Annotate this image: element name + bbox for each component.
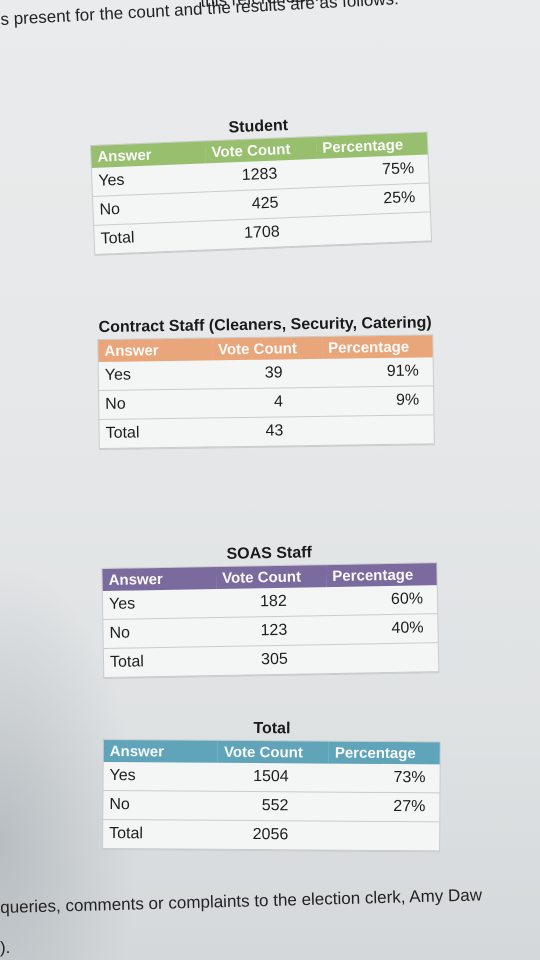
total-results-section: Total Answer Vote Count Percentage Yes 1… — [103, 716, 440, 852]
total-results-table: Answer Vote Count Percentage Yes 1504 73… — [103, 739, 440, 852]
percentage-cell: 9% — [322, 385, 434, 417]
table-header-row: Answer Vote Count Percentage — [103, 739, 440, 765]
total-table-title: Total — [253, 720, 291, 738]
answer-cell: No — [92, 191, 209, 226]
vote-count-cell: 305 — [217, 644, 329, 676]
percentage-cell: 60% — [326, 585, 438, 616]
vote-count-cell: 425 — [207, 187, 320, 221]
answer-column-header: Answer — [103, 739, 219, 763]
table-row: No 4 9% — [99, 385, 434, 420]
vote-count-cell: 43 — [212, 416, 324, 447]
percentage-cell — [323, 414, 434, 446]
answer-cell: Total — [103, 819, 218, 850]
student-results-table: Answer Vote Count Percentage Yes 1283 75… — [90, 132, 432, 255]
vote-count-cell: 552 — [217, 791, 329, 822]
footer-text-line-1: queries, comments or complaints to the e… — [0, 885, 483, 917]
table-row: Yes 1504 73% — [103, 761, 440, 793]
vote-count-cell: 2056 — [217, 820, 329, 851]
footer-text-line-2: ). — [0, 938, 11, 957]
answer-column-header: Answer — [102, 567, 217, 591]
answer-cell: Yes — [103, 761, 218, 792]
contract-staff-table-title: Contract Staff (Cleaners, Security, Cate… — [98, 314, 432, 336]
soas-staff-results-table: Answer Vote Count Percentage Yes 182 60%… — [102, 563, 439, 678]
answer-column-header: Answer — [98, 338, 213, 362]
percentage-column-header: Percentage — [322, 335, 433, 359]
answer-cell: Total — [94, 220, 210, 255]
vote-count-column-header: Vote Count — [211, 336, 323, 361]
percentage-cell: 75% — [316, 154, 429, 188]
contract-staff-results-section: Contract Staff (Cleaners, Security, Cate… — [98, 311, 434, 449]
percentage-cell: 40% — [327, 613, 438, 645]
table-row: Total 305 — [103, 642, 439, 678]
percentage-column-header: Percentage — [326, 563, 437, 588]
vote-count-cell: 1504 — [217, 762, 329, 793]
vote-count-cell: 123 — [216, 615, 328, 647]
table-row: Total 2056 — [103, 819, 440, 851]
table-row: No 552 27% — [103, 790, 440, 822]
answer-cell: Yes — [98, 360, 213, 391]
percentage-cell: 91% — [322, 357, 434, 388]
answer-cell: Yes — [91, 163, 208, 197]
vote-count-cell: 1283 — [205, 158, 318, 192]
vote-count-cell: 1708 — [208, 216, 321, 250]
student-results-section: Student Answer Vote Count Percentage Yes… — [90, 109, 432, 255]
percentage-cell: 73% — [328, 763, 440, 793]
vote-count-cell: 182 — [216, 587, 328, 618]
answer-cell: Total — [103, 646, 218, 678]
answer-cell: No — [103, 617, 218, 649]
answer-cell: Yes — [102, 589, 217, 620]
contract-staff-results-table: Answer Vote Count Percentage Yes 39 91% … — [98, 335, 434, 449]
percentage-cell — [327, 642, 439, 674]
table-row: Yes 39 91% — [98, 357, 434, 391]
vote-count-column-header: Vote Count — [217, 740, 329, 764]
intro-text-line-2: s present for the count and the results … — [0, 0, 400, 29]
vote-count-column-header: Vote Count — [215, 565, 327, 590]
answer-cell: Total — [99, 417, 214, 449]
percentage-cell — [319, 211, 432, 246]
table-row: Total 43 — [99, 414, 434, 449]
answer-cell: No — [103, 790, 218, 821]
percentage-cell: 27% — [328, 792, 440, 822]
percentage-cell: 25% — [317, 182, 430, 217]
soas-staff-results-section: SOAS Staff Answer Vote Count Percentage … — [102, 539, 439, 678]
vote-count-cell: 4 — [212, 387, 324, 418]
percentage-cell — [328, 821, 440, 851]
vote-count-cell: 39 — [212, 358, 323, 389]
answer-cell: No — [99, 388, 213, 420]
percentage-column-header: Percentage — [328, 741, 440, 765]
